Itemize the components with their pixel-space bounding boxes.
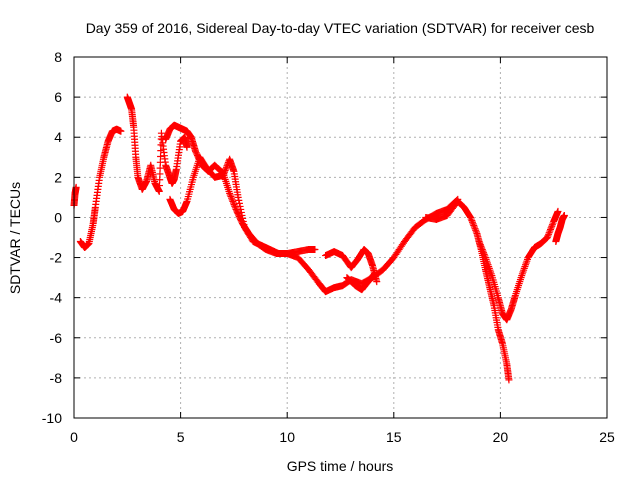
- data-point: [547, 225, 555, 233]
- data-point: [545, 229, 553, 237]
- x-tick-label: 0: [70, 429, 78, 445]
- data-point: [478, 246, 486, 254]
- data-point: [235, 196, 243, 204]
- data-point: [478, 244, 486, 252]
- data-point: [231, 204, 239, 212]
- data-point: [229, 199, 237, 207]
- data-point: [237, 208, 245, 216]
- series-arc-1: [76, 125, 125, 252]
- data-point: [220, 170, 228, 178]
- x-tick-label: 25: [599, 429, 615, 445]
- data-point: [467, 215, 475, 223]
- data-point: [543, 234, 551, 241]
- y-tick-label: 8: [54, 49, 62, 65]
- series-arc-7: [422, 197, 513, 384]
- data-point: [117, 127, 125, 135]
- y-tick-label: -8: [50, 370, 63, 386]
- data-point: [560, 211, 568, 219]
- data-point: [229, 197, 237, 205]
- data-point: [234, 193, 242, 201]
- axis-ticks: 0 5 10 15 20 25 -10 -8 -6 -4 -2 0 2 4 6 8: [42, 49, 615, 445]
- data-point: [239, 217, 247, 225]
- y-tick-label: -6: [50, 330, 63, 346]
- data-point: [228, 196, 236, 204]
- data-point: [371, 270, 379, 278]
- data-point: [476, 239, 484, 247]
- data-point: [472, 226, 480, 234]
- data-point: [470, 221, 478, 229]
- series-arc-6: [343, 270, 379, 294]
- data-point: [475, 238, 483, 246]
- data-point: [221, 167, 229, 175]
- data-point: [481, 252, 489, 260]
- data-point: [505, 376, 513, 384]
- chart-title: Day 359 of 2016, Sidereal Day-to-day VTE…: [86, 20, 595, 36]
- data-point: [470, 223, 478, 231]
- y-tick-label: 4: [54, 129, 62, 145]
- series-arc-2: [123, 93, 191, 195]
- data-points: [70, 93, 568, 384]
- y-axis-label: SDTVAR / TECUs: [7, 182, 23, 294]
- series-arc-8: [475, 207, 562, 324]
- data-point: [227, 193, 235, 201]
- data-point: [476, 241, 484, 249]
- data-point: [222, 165, 230, 173]
- data-point: [544, 232, 552, 240]
- data-point: [238, 211, 246, 219]
- data-point: [479, 247, 487, 255]
- data-point: [183, 143, 191, 151]
- data-point: [236, 202, 244, 210]
- x-tick-label: 10: [279, 429, 295, 445]
- data-point: [370, 270, 378, 278]
- x-axis-label: GPS time / hours: [287, 458, 394, 474]
- data-point: [239, 214, 247, 222]
- data-point: [477, 242, 485, 250]
- data-point: [226, 191, 234, 199]
- data-point: [546, 227, 554, 235]
- y-tick-label: 6: [54, 89, 62, 105]
- data-point: [548, 222, 556, 230]
- grid-lines: [74, 57, 607, 418]
- x-tick-label: 15: [386, 429, 402, 445]
- data-point: [480, 249, 488, 257]
- data-point: [468, 217, 476, 225]
- y-tick-label: 2: [54, 169, 62, 185]
- plot-frame: [73, 56, 608, 419]
- y-tick-label: -2: [50, 250, 63, 266]
- data-point: [230, 201, 238, 209]
- series-start-stub: [70, 183, 80, 209]
- data-point: [221, 168, 229, 176]
- data-point: [311, 246, 319, 254]
- data-point: [471, 225, 479, 233]
- data-point: [373, 278, 381, 286]
- data-point: [222, 163, 230, 171]
- data-point: [369, 271, 377, 279]
- data-point: [554, 207, 562, 215]
- data-point: [547, 224, 555, 232]
- data-point: [472, 228, 480, 236]
- data-point: [545, 230, 553, 238]
- data-point: [219, 171, 227, 179]
- x-tick-label: 5: [177, 429, 185, 445]
- data-point: [237, 205, 245, 213]
- data-point: [480, 250, 488, 258]
- y-tick-label: -10: [42, 410, 62, 426]
- data-point: [235, 199, 243, 207]
- data-point: [467, 213, 475, 221]
- x-tick-label: 20: [493, 429, 509, 445]
- data-point: [228, 194, 236, 202]
- data-point: [240, 220, 248, 228]
- y-tick-label: 0: [54, 209, 62, 225]
- data-point: [469, 220, 477, 228]
- data-point: [548, 221, 556, 229]
- series-arc-9: [552, 211, 568, 246]
- data-point: [468, 218, 476, 226]
- data-point: [226, 189, 234, 197]
- series-arc-4: [166, 153, 462, 296]
- y-tick-label: -4: [50, 290, 63, 306]
